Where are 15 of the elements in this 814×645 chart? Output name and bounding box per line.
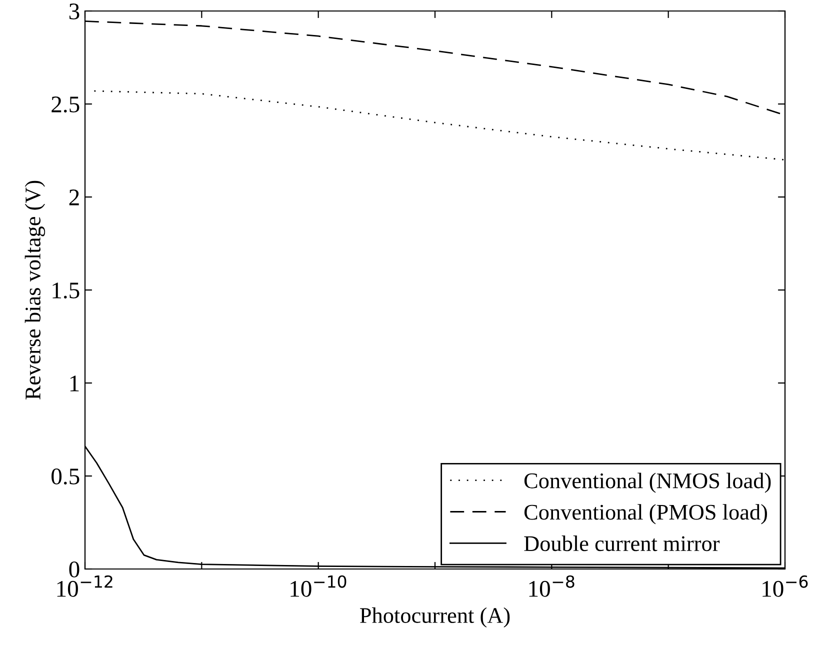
x-tick-label: 10$^{−10}$ bbox=[290, 575, 346, 597]
legend-label: Conventional (NMOS load) bbox=[524, 472, 771, 493]
y-tick-label: 2 bbox=[69, 190, 79, 206]
x-axis-title: Photocurrent (A) bbox=[360, 607, 510, 628]
y-tick-label: 1.5 bbox=[52, 282, 80, 299]
x-tick-label: 10$^{−8}$ bbox=[529, 575, 574, 597]
y-tick-label: 2.5 bbox=[52, 96, 80, 113]
legend-label: Conventional (PMOS load) bbox=[524, 504, 767, 524]
y-axis-title: Reverse bias voltage (V) bbox=[24, 180, 46, 400]
y-tick-label: 3 bbox=[69, 4, 80, 20]
legend-label: Double current mirror bbox=[524, 536, 720, 552]
y-tick-label: 0 bbox=[69, 561, 80, 578]
y-tick-label: 1 bbox=[70, 376, 79, 392]
y-tick-label: 0.5 bbox=[52, 468, 80, 485]
x-tick-label: 10$^{−6}$ bbox=[762, 575, 808, 597]
